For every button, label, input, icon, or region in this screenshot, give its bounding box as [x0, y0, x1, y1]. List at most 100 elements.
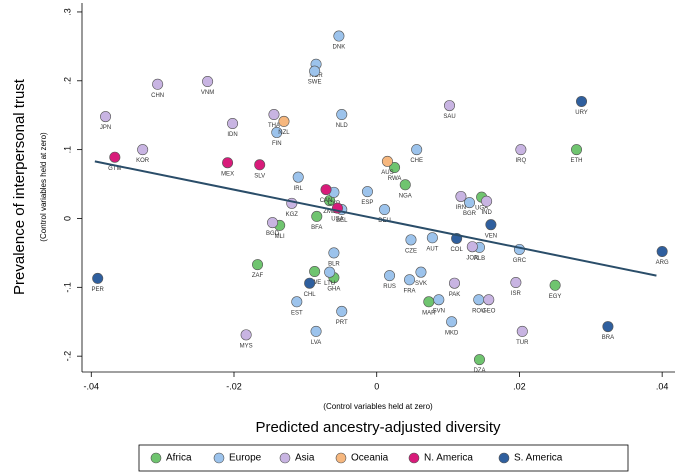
- point-label: MYS: [240, 343, 253, 349]
- point: [455, 190, 467, 202]
- y-tick-label: .1: [62, 146, 72, 154]
- point-label: COL: [450, 247, 463, 253]
- point-label: SVK: [415, 281, 427, 287]
- point: [291, 296, 303, 308]
- point: [384, 270, 396, 282]
- point: [309, 65, 321, 77]
- point-label: NLD: [336, 123, 349, 129]
- point-label: AUT: [426, 246, 438, 252]
- legend-marker: [408, 452, 420, 464]
- point-label: ZAF: [252, 273, 264, 279]
- point: [404, 274, 416, 286]
- point-label: ESP: [361, 200, 373, 206]
- point-label: NZL: [278, 130, 290, 136]
- point-label: LVA: [311, 340, 321, 346]
- point: [463, 197, 475, 209]
- point: [399, 179, 411, 191]
- point-label: SWE: [308, 80, 322, 86]
- point: [481, 195, 493, 207]
- fit-line: [94, 160, 657, 277]
- point: [240, 329, 252, 341]
- point-label: ETH: [571, 158, 583, 164]
- point: [423, 296, 435, 308]
- point-label: CZE: [405, 248, 417, 254]
- point: [271, 126, 283, 138]
- x-tick-label: 0: [374, 381, 379, 391]
- point-label: CYP: [328, 201, 340, 207]
- point-label: JPN: [100, 125, 111, 131]
- point: [361, 186, 373, 198]
- point-label: KOR: [136, 158, 150, 164]
- point: [267, 217, 279, 229]
- point: [278, 115, 290, 127]
- y-tick-label: -.1: [62, 282, 72, 293]
- point-label: SLV: [254, 173, 265, 179]
- point: [304, 277, 316, 289]
- point-label: MAR: [422, 310, 436, 316]
- point: [292, 171, 304, 183]
- point: [333, 30, 345, 42]
- point-label: GRC: [513, 258, 527, 264]
- point: [473, 354, 485, 366]
- point: [222, 157, 234, 169]
- point-label: ARG: [656, 260, 669, 266]
- legend-marker: [335, 452, 347, 464]
- point-label: FIN: [272, 141, 282, 147]
- legend-label: Oceania: [351, 453, 389, 464]
- point: [510, 277, 522, 289]
- point-label: SVN: [433, 308, 445, 314]
- point: [324, 266, 336, 278]
- point-label: DZA: [473, 368, 485, 374]
- point: [516, 325, 528, 337]
- point: [549, 279, 561, 291]
- point: [311, 210, 323, 222]
- point-label: IRN: [456, 205, 466, 211]
- point: [100, 111, 112, 123]
- point-label: ALB: [474, 256, 485, 262]
- point-label: BEL: [336, 218, 348, 224]
- legend-label: Asia: [295, 453, 315, 464]
- point: [336, 109, 348, 121]
- point: [254, 159, 266, 171]
- point: [483, 294, 495, 306]
- legend-label: Africa: [166, 453, 192, 464]
- point-label: CHE: [410, 158, 423, 164]
- x-tick-label: -.02: [226, 381, 242, 391]
- x-tick-label: .02: [513, 381, 526, 391]
- point: [466, 241, 478, 253]
- point: [515, 144, 527, 156]
- point-label: THA: [268, 123, 280, 129]
- legend-marker: [279, 452, 291, 464]
- point-label: TUR: [516, 340, 529, 346]
- point-label: PAK: [449, 292, 461, 298]
- point-label: DNK: [333, 45, 346, 51]
- point: [202, 75, 214, 87]
- point-label: BLR: [328, 261, 340, 267]
- point-label: IND: [481, 210, 492, 216]
- point-label: UGA: [475, 206, 488, 212]
- point-label: ISR: [511, 291, 522, 297]
- point: [444, 100, 456, 112]
- point-label: GHA: [327, 286, 340, 292]
- point-label: ZMB: [323, 209, 336, 215]
- point-label: BGR: [463, 211, 477, 217]
- point-label: EGY: [549, 294, 562, 300]
- point-label: MEX: [221, 171, 234, 177]
- point-label: USA: [331, 217, 343, 223]
- point: [328, 247, 340, 259]
- x-tick-label: -.04: [84, 381, 100, 391]
- point: [433, 294, 445, 306]
- point: [446, 316, 458, 328]
- point: [381, 155, 393, 167]
- point-label: SAU: [443, 114, 455, 120]
- x-tick-label: .04: [656, 381, 669, 391]
- point: [405, 234, 417, 246]
- point-label: CAN: [320, 198, 333, 204]
- y-tick-label: 0: [62, 216, 72, 221]
- y-tick-label: -.2: [62, 351, 72, 362]
- point-label: GTM: [108, 166, 121, 172]
- legend-marker: [150, 452, 162, 464]
- legend-label: S. America: [514, 453, 563, 464]
